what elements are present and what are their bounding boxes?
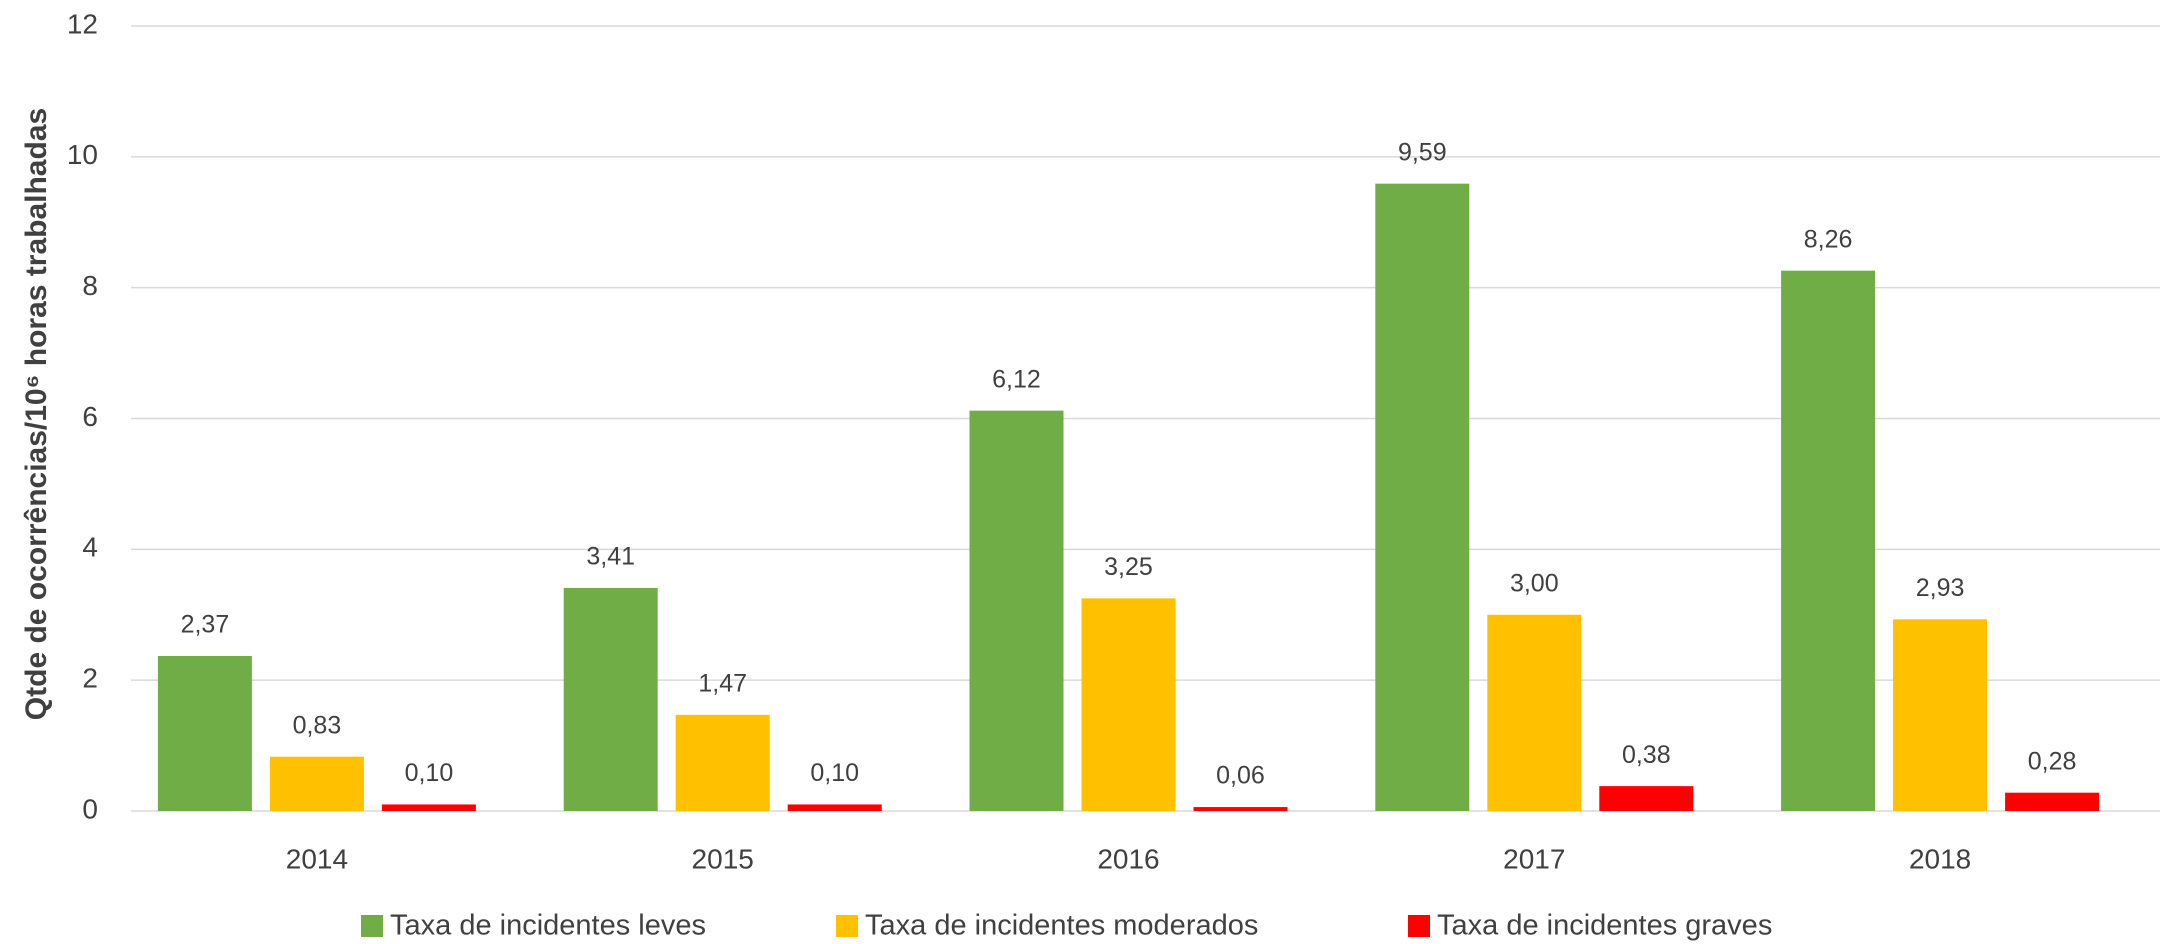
y-tick-label: 6 <box>82 401 98 432</box>
value-label: 8,26 <box>1804 225 1853 253</box>
bar <box>1193 807 1288 811</box>
bar <box>969 410 1064 811</box>
bar <box>1893 619 1988 811</box>
x-tick-label: 2014 <box>286 843 348 874</box>
y-tick-label: 8 <box>82 270 98 301</box>
bar <box>1375 183 1470 811</box>
y-tick-label: 12 <box>67 8 98 39</box>
value-label: 9,59 <box>1398 138 1447 166</box>
value-label: 3,00 <box>1510 569 1559 597</box>
bar <box>1599 786 1694 811</box>
value-label: 3,25 <box>1104 553 1153 581</box>
bar <box>381 804 476 811</box>
value-label: 3,41 <box>586 543 635 571</box>
value-label: 0,83 <box>293 711 342 739</box>
value-label: 2,93 <box>1916 574 1965 602</box>
x-tick-label: 2017 <box>1503 843 1565 874</box>
value-label: 6,12 <box>992 365 1041 393</box>
bar <box>2005 792 2100 811</box>
x-tick-label: 2018 <box>1909 843 1971 874</box>
x-tick-label: 2015 <box>692 843 754 874</box>
bar <box>269 756 364 811</box>
legend-swatch <box>1408 915 1430 937</box>
value-label: 0,06 <box>1216 762 1265 790</box>
legend-label: Taxa de incidentes graves <box>1437 910 1772 942</box>
bar <box>1081 598 1176 811</box>
bar <box>1781 270 1876 811</box>
value-label: 0,28 <box>2028 747 2077 775</box>
value-label: 0,38 <box>1622 741 1671 769</box>
legend-label: Taxa de incidentes leves <box>390 910 706 942</box>
y-tick-label: 10 <box>67 139 98 170</box>
y-tick-label: 4 <box>82 532 98 563</box>
y-axis-title: Qtde de ocorrências/10⁶ horas trabalhada… <box>20 108 53 720</box>
x-tick-label: 2016 <box>1097 843 1159 874</box>
value-label: 2,37 <box>181 611 230 639</box>
value-label: 0,10 <box>405 759 454 787</box>
bar <box>157 655 252 811</box>
value-label: 0,10 <box>810 759 859 787</box>
bar <box>1487 614 1582 811</box>
y-tick-label: 0 <box>82 793 98 824</box>
bar <box>675 714 770 811</box>
legend-swatch <box>836 915 858 937</box>
legend-label: Taxa de incidentes moderados <box>865 910 1258 942</box>
bar <box>787 804 882 811</box>
bar <box>563 587 658 811</box>
y-tick-label: 2 <box>82 663 98 694</box>
value-label: 1,47 <box>698 669 747 697</box>
legend-swatch <box>361 915 383 937</box>
